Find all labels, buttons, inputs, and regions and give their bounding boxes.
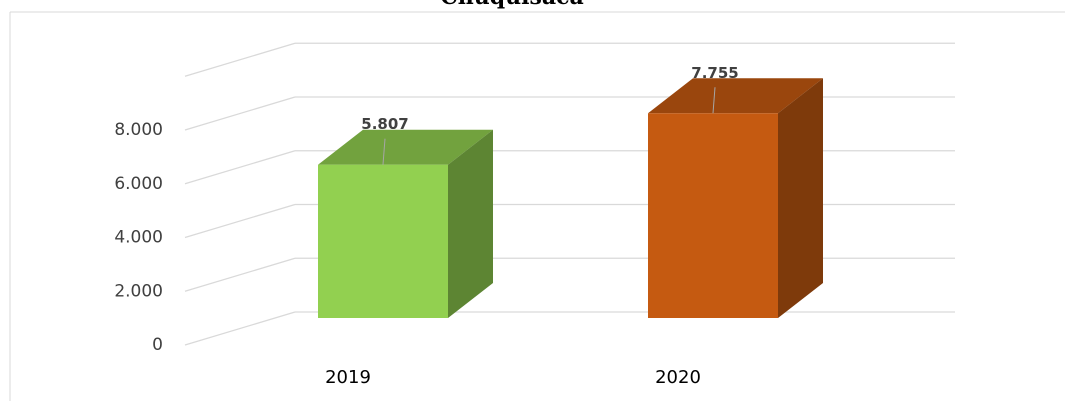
bar-side [448, 129, 493, 318]
y-tick-label: 0 [152, 335, 163, 355]
y-tick-label: 4.000 [114, 228, 163, 248]
chart-title: Chuquisaca [440, 0, 584, 10]
x-tick-label: 2020 [655, 367, 701, 388]
grid-line [184, 311, 296, 346]
bar-side [778, 78, 823, 318]
grid-line [184, 203, 296, 239]
grid-line [184, 42, 296, 77]
y-tick-label: 8.000 [114, 120, 163, 140]
bar [318, 164, 448, 318]
bar [648, 113, 778, 318]
grid-line [184, 257, 296, 292]
grid-line [184, 150, 296, 185]
data-label: 5.807 [361, 115, 408, 133]
y-tick-label: 2.000 [114, 281, 163, 301]
data-label: 7.755 [691, 64, 738, 82]
bar-top [318, 129, 493, 165]
x-tick-label: 2019 [325, 367, 371, 388]
bar-top [648, 78, 823, 114]
y-tick-label: 6.000 [114, 174, 163, 194]
leader-line [382, 138, 386, 165]
leader-line [712, 87, 716, 114]
grid-line [184, 96, 296, 131]
